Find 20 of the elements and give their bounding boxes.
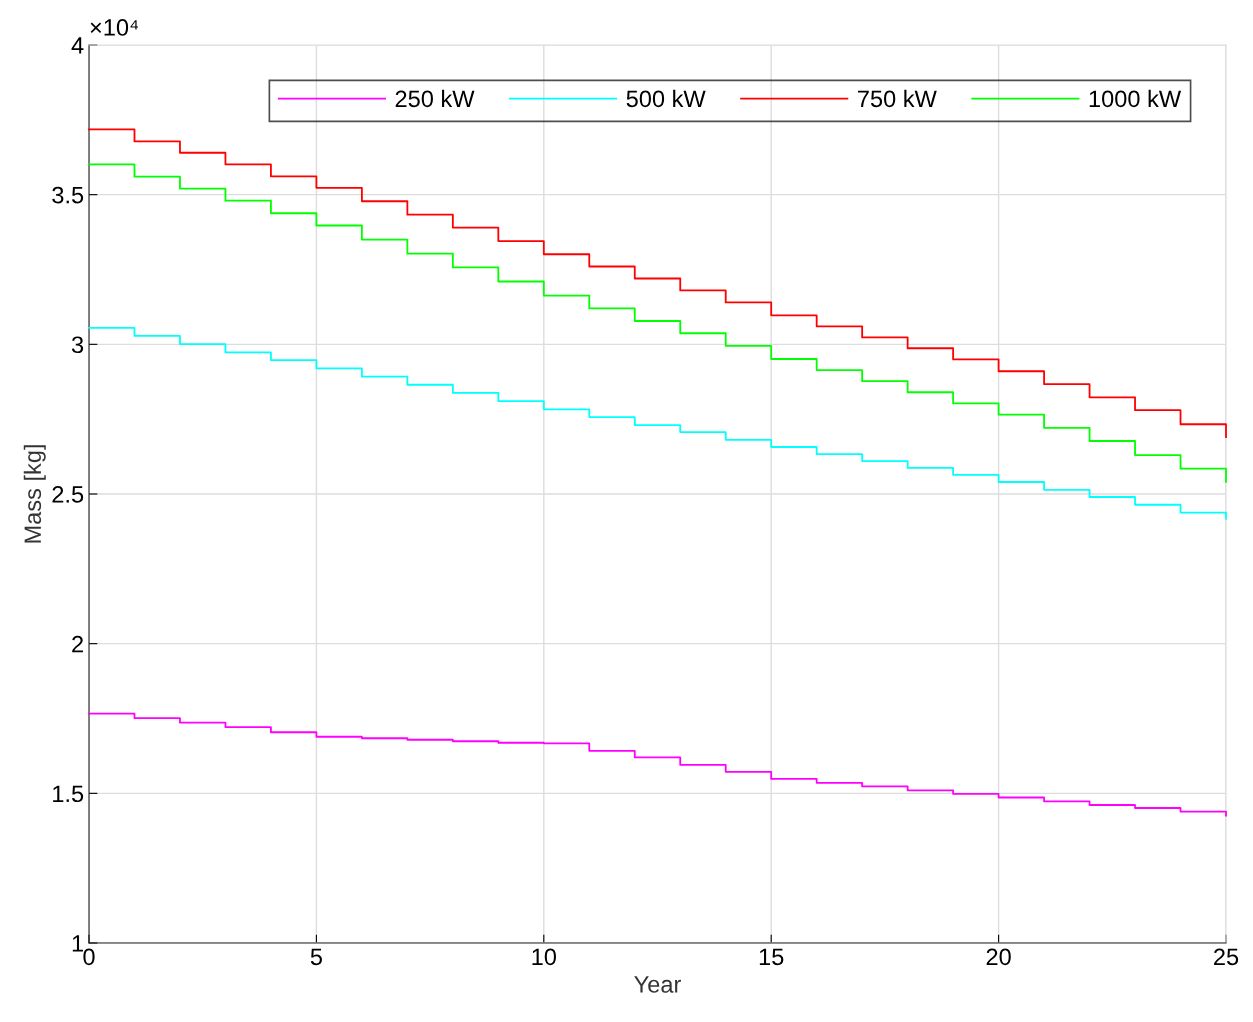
x-tick-label: 25: [1214, 948, 1239, 966]
y-tick-label: 1: [72, 935, 83, 952]
legend-label: 500 kW: [626, 89, 706, 108]
x-axis-title: Year: [634, 976, 681, 993]
y-tick-label: 2.5: [52, 486, 84, 503]
y-tick-label: 4: [71, 37, 84, 54]
legend-label: 750 kW: [858, 89, 937, 108]
y-tick-label: 3.5: [52, 186, 84, 204]
legend-label: 250 kW: [395, 89, 475, 108]
y-axis-title: Mass [kg]: [23, 445, 46, 543]
y-tick-label: 1.5: [53, 785, 84, 803]
x-tick-label: 15: [759, 948, 784, 966]
y-tick-label: 2: [72, 635, 83, 653]
text: ×10⁴: [90, 19, 139, 36]
x-tick-label: 5: [310, 948, 322, 966]
x-tick-label: 20: [986, 948, 1011, 966]
x-tick-label: 0: [83, 948, 95, 966]
legend-label: 1000 kW: [1089, 89, 1182, 108]
y-tick-label: 3: [71, 336, 84, 354]
x-tick-label: 10: [532, 948, 557, 966]
